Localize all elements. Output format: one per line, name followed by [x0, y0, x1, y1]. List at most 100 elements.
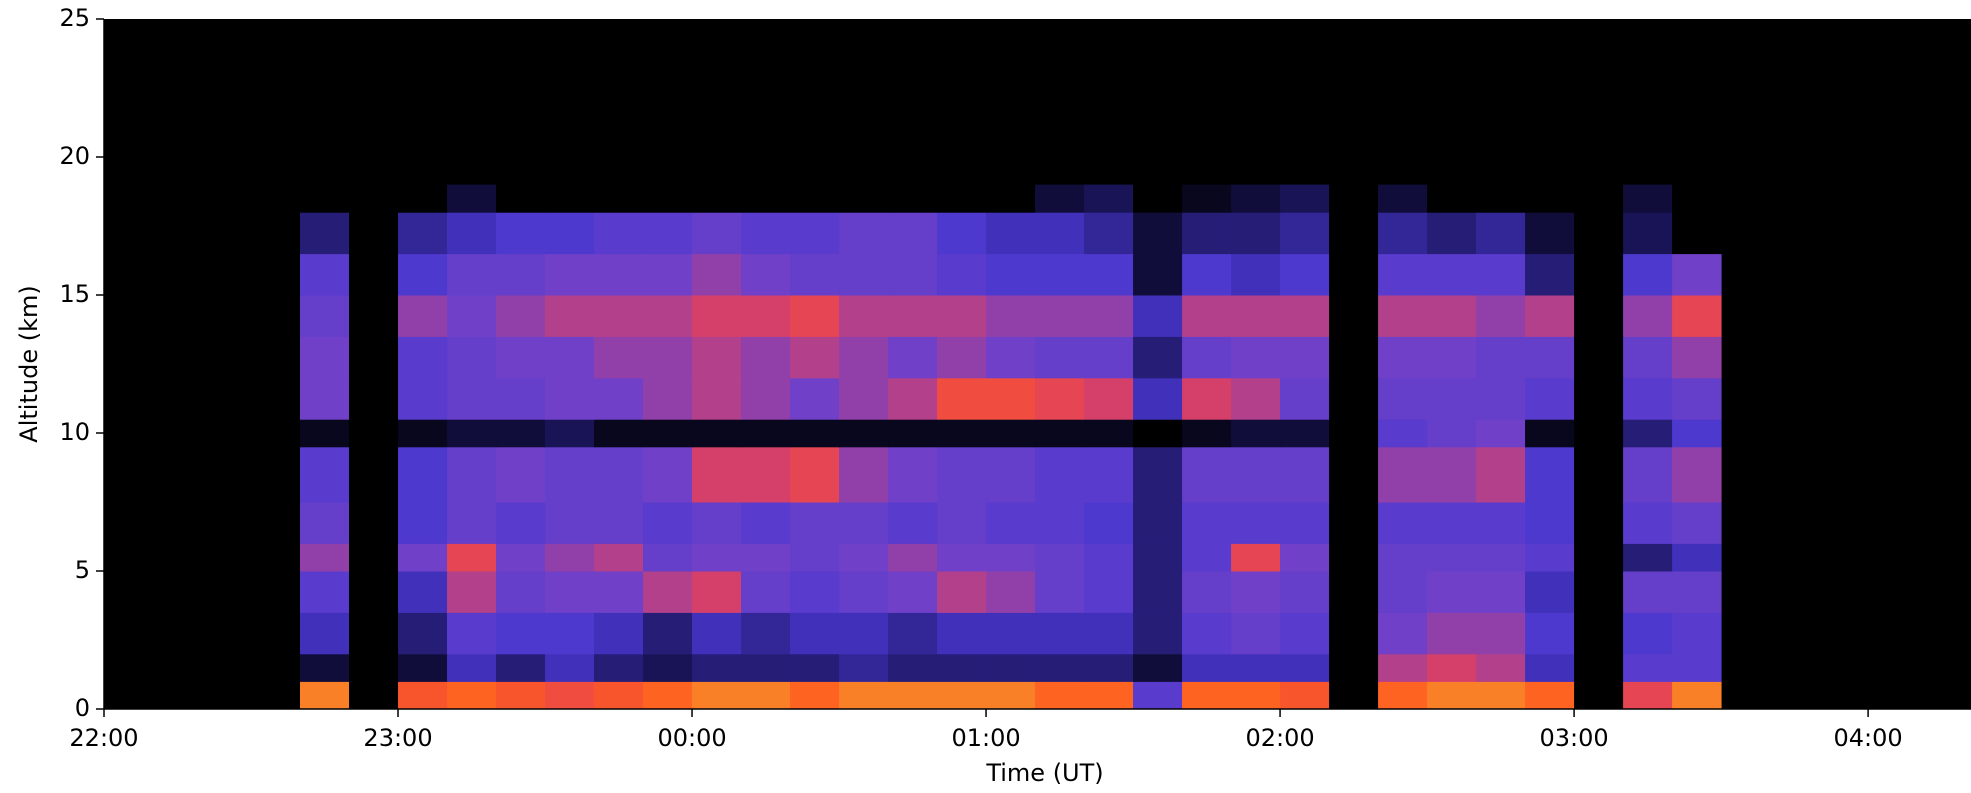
heatmap-cell	[1378, 377, 1428, 420]
heatmap-cell	[1378, 184, 1428, 213]
heatmap-cell	[986, 612, 1036, 655]
heatmap-cell	[790, 184, 840, 213]
heatmap-cell	[1574, 571, 1624, 613]
heatmap-cell	[986, 543, 1036, 572]
heatmap-cell	[1623, 653, 1673, 682]
heatmap-cell	[692, 212, 742, 255]
heatmap-cell	[692, 377, 742, 420]
heatmap-cell	[300, 295, 350, 337]
heatmap-cell	[839, 681, 889, 710]
heatmap-cell	[594, 612, 644, 655]
heatmap-cell	[839, 212, 889, 255]
heatmap-cell	[1623, 419, 1673, 448]
heatmap-cell	[1476, 571, 1526, 613]
heatmap-cell	[349, 336, 399, 379]
heatmap-cell	[1672, 612, 1722, 655]
heatmap-cell	[643, 653, 693, 682]
heatmap-cell	[300, 212, 350, 255]
heatmap-cell	[594, 681, 644, 710]
heatmap-cell	[986, 571, 1036, 613]
heatmap-cell	[1329, 612, 1379, 655]
heatmap-cell	[496, 446, 546, 503]
heatmap-cell	[1476, 184, 1526, 213]
heatmap-cell	[937, 377, 987, 420]
heatmap-cell	[1623, 184, 1673, 213]
heatmap-cell	[1182, 543, 1232, 572]
heatmap-cell	[1182, 377, 1232, 420]
heatmap-cell	[1476, 446, 1526, 503]
heatmap-cell	[545, 543, 595, 572]
x-tick-label: 00:00	[657, 724, 726, 752]
heatmap-cell	[398, 653, 448, 682]
heatmap-cell	[790, 446, 840, 503]
heatmap-cell	[986, 295, 1036, 337]
heatmap-cell	[1280, 419, 1330, 448]
heatmap-cell	[1084, 653, 1134, 682]
heatmap-cell	[545, 571, 595, 613]
heatmap-cell	[398, 295, 448, 337]
heatmap-cell	[1035, 446, 1085, 503]
heatmap-cell	[888, 502, 938, 544]
heatmap-cell	[398, 253, 448, 296]
heatmap-cell	[1182, 295, 1232, 337]
heatmap-cell	[888, 253, 938, 296]
heatmap-cell	[398, 543, 448, 572]
heatmap-cell	[1231, 571, 1281, 613]
heatmap-cell	[398, 377, 448, 420]
heatmap-cell	[349, 419, 399, 448]
heatmap-cell	[888, 184, 938, 213]
heatmap-cell	[1427, 184, 1477, 213]
heatmap-cell	[1525, 184, 1575, 213]
heatmap-cell	[1525, 543, 1575, 572]
heatmap-cell	[1231, 184, 1281, 213]
heatmap-cell	[496, 681, 546, 710]
heatmap-cell	[1476, 419, 1526, 448]
heatmap-cell	[447, 419, 497, 448]
heatmap-cell	[1133, 212, 1183, 255]
heatmap-cell	[447, 295, 497, 337]
heatmap-cell	[1280, 377, 1330, 420]
heatmap-cell	[447, 336, 497, 379]
heatmap-cell	[1084, 419, 1134, 448]
heatmap-cell	[839, 612, 889, 655]
heatmap-cell	[349, 377, 399, 420]
heatmap-cell	[1623, 212, 1673, 255]
heatmap-cell	[349, 571, 399, 613]
heatmap-cell	[349, 543, 399, 572]
heatmap-cell	[1280, 253, 1330, 296]
heatmap-cell	[1133, 571, 1183, 613]
heatmap-cell	[937, 295, 987, 337]
heatmap-cell	[1476, 212, 1526, 255]
heatmap-cell	[1231, 253, 1281, 296]
heatmap-cell	[1133, 419, 1183, 448]
heatmap-cell	[594, 295, 644, 337]
heatmap-cell	[741, 295, 791, 337]
heatmap-cell	[986, 653, 1036, 682]
heatmap-cell	[741, 419, 791, 448]
heatmap-cell	[594, 543, 644, 572]
heatmap-cell	[1427, 295, 1477, 337]
heatmap-cell	[1133, 253, 1183, 296]
heatmap-cell	[1035, 681, 1085, 710]
heatmap-cell	[398, 571, 448, 613]
heatmap-cell	[839, 446, 889, 503]
heatmap-cell	[1084, 543, 1134, 572]
heatmap-cell	[986, 212, 1036, 255]
heatmap-cell	[1280, 295, 1330, 337]
heatmap-cell	[1329, 681, 1379, 710]
heatmap-cell	[594, 419, 644, 448]
heatmap-cell	[888, 212, 938, 255]
heatmap-cell	[839, 377, 889, 420]
heatmap-cell	[1378, 571, 1428, 613]
heatmap-cell	[1525, 377, 1575, 420]
heatmap-cell	[496, 543, 546, 572]
heatmap-cell	[1084, 377, 1134, 420]
heatmap-cell	[790, 212, 840, 255]
heatmap-cell	[888, 653, 938, 682]
heatmap-cell	[888, 612, 938, 655]
heatmap-cell	[1574, 419, 1624, 448]
heatmap-cell	[349, 253, 399, 296]
heatmap-cell	[300, 377, 350, 420]
heatmap-cell	[1574, 295, 1624, 337]
heatmap-cell	[643, 502, 693, 544]
